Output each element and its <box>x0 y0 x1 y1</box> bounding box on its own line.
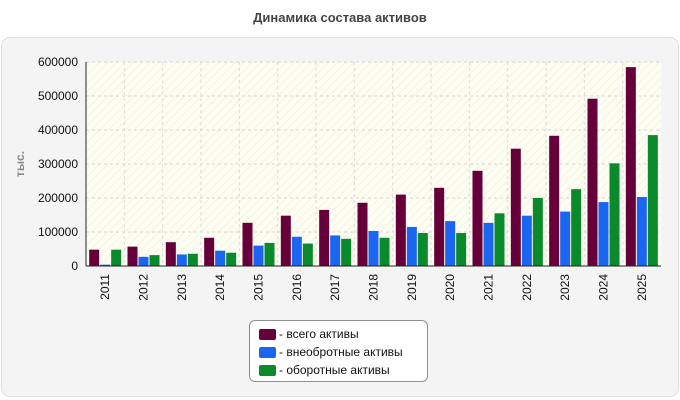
bar-noncurrent-2014 <box>215 250 226 266</box>
chart-title: Динамика состава активов <box>253 10 427 25</box>
bar-noncurrent-2025 <box>636 196 647 266</box>
bar-noncurrent-2013 <box>176 254 187 266</box>
legend-label-noncurrent: - внеобротные активы <box>279 345 403 359</box>
legend-item-noncurrent: - внеобротные активы <box>250 343 427 361</box>
bar-noncurrent-2015 <box>253 245 264 266</box>
x-tick-label: 2014 <box>213 274 227 301</box>
y-tick-label: 300000 <box>38 157 78 171</box>
bar-noncurrent-2019 <box>406 226 417 266</box>
x-tick-label: 2011 <box>98 274 112 300</box>
x-tick-label: 2025 <box>635 274 649 301</box>
bar-current-2013 <box>187 253 198 266</box>
y-tick-label: 600000 <box>38 55 78 69</box>
bar-current-2020 <box>456 233 467 266</box>
y-tick-label: 500000 <box>38 89 78 103</box>
bar-total-2014 <box>204 237 215 266</box>
bar-noncurrent-2023 <box>560 211 571 266</box>
x-tick-label: 2013 <box>175 274 189 301</box>
bar-current-2022 <box>532 198 543 266</box>
bar-total-2022 <box>510 148 521 266</box>
bar-current-2024 <box>609 163 620 266</box>
bar-noncurrent-2020 <box>445 221 456 266</box>
bar-total-2013 <box>165 242 176 266</box>
bar-noncurrent-2016 <box>291 236 302 266</box>
x-tick-label: 2018 <box>367 274 381 301</box>
bar-current-2011 <box>111 249 122 266</box>
legend-item-current: - оборотные активы <box>250 361 427 379</box>
bar-total-2023 <box>549 135 560 266</box>
x-tick-label: 2015 <box>252 274 266 301</box>
bar-current-2015 <box>264 242 275 266</box>
legend: - всего активы - внеобротные активы - об… <box>249 320 428 382</box>
bar-total-2021 <box>472 170 483 266</box>
bar-current-2014 <box>226 252 237 266</box>
bar-noncurrent-2018 <box>368 230 379 266</box>
bar-noncurrent-2011 <box>100 264 111 266</box>
bar-total-2012 <box>127 246 138 266</box>
legend-label-total: - всего активы <box>279 327 359 341</box>
y-tick-label: 100000 <box>38 225 78 239</box>
bar-total-2020 <box>434 187 445 266</box>
bar-current-2018 <box>379 237 390 266</box>
x-tick-label: 2017 <box>328 274 342 301</box>
x-tick-label: 2012 <box>137 274 151 301</box>
bar-noncurrent-2024 <box>598 202 609 266</box>
x-tick-label: 2019 <box>405 274 419 301</box>
bar-current-2021 <box>494 213 505 266</box>
x-tick-label: 2020 <box>443 274 457 301</box>
bar-current-2016 <box>302 243 313 266</box>
bar-total-2025 <box>625 67 636 266</box>
x-tick-label: 2022 <box>520 274 534 301</box>
legend-swatch-noncurrent <box>259 346 276 358</box>
bar-total-2024 <box>587 98 598 266</box>
legend-item-total: - всего активы <box>250 325 427 343</box>
bar-total-2018 <box>357 202 368 266</box>
bar-total-2015 <box>242 222 253 266</box>
bar-current-2023 <box>571 189 582 266</box>
bar-noncurrent-2012 <box>138 256 149 266</box>
x-tick-label: 2016 <box>290 274 304 301</box>
y-tick-label: 200000 <box>38 191 78 205</box>
y-tick-label: 400000 <box>38 123 78 137</box>
bar-current-2012 <box>149 255 160 266</box>
x-tick-label: 2021 <box>482 274 496 301</box>
bar-current-2017 <box>341 238 352 266</box>
y-axis-label: тыс. <box>13 151 27 177</box>
bar-total-2011 <box>89 249 100 266</box>
bar-total-2016 <box>280 215 291 266</box>
bar-noncurrent-2021 <box>483 222 494 266</box>
legend-swatch-current <box>259 364 276 376</box>
bar-total-2019 <box>395 194 406 266</box>
bar-noncurrent-2017 <box>330 235 341 266</box>
x-tick-label: 2024 <box>597 274 611 301</box>
bar-total-2017 <box>319 209 330 266</box>
bar-noncurrent-2022 <box>521 215 532 266</box>
legend-swatch-total <box>259 328 276 340</box>
x-tick-label: 2023 <box>558 274 572 301</box>
legend-label-current: - оборотные активы <box>279 363 390 377</box>
bar-current-2019 <box>417 233 428 266</box>
y-tick-label: 0 <box>71 259 78 273</box>
bar-current-2025 <box>647 135 658 266</box>
